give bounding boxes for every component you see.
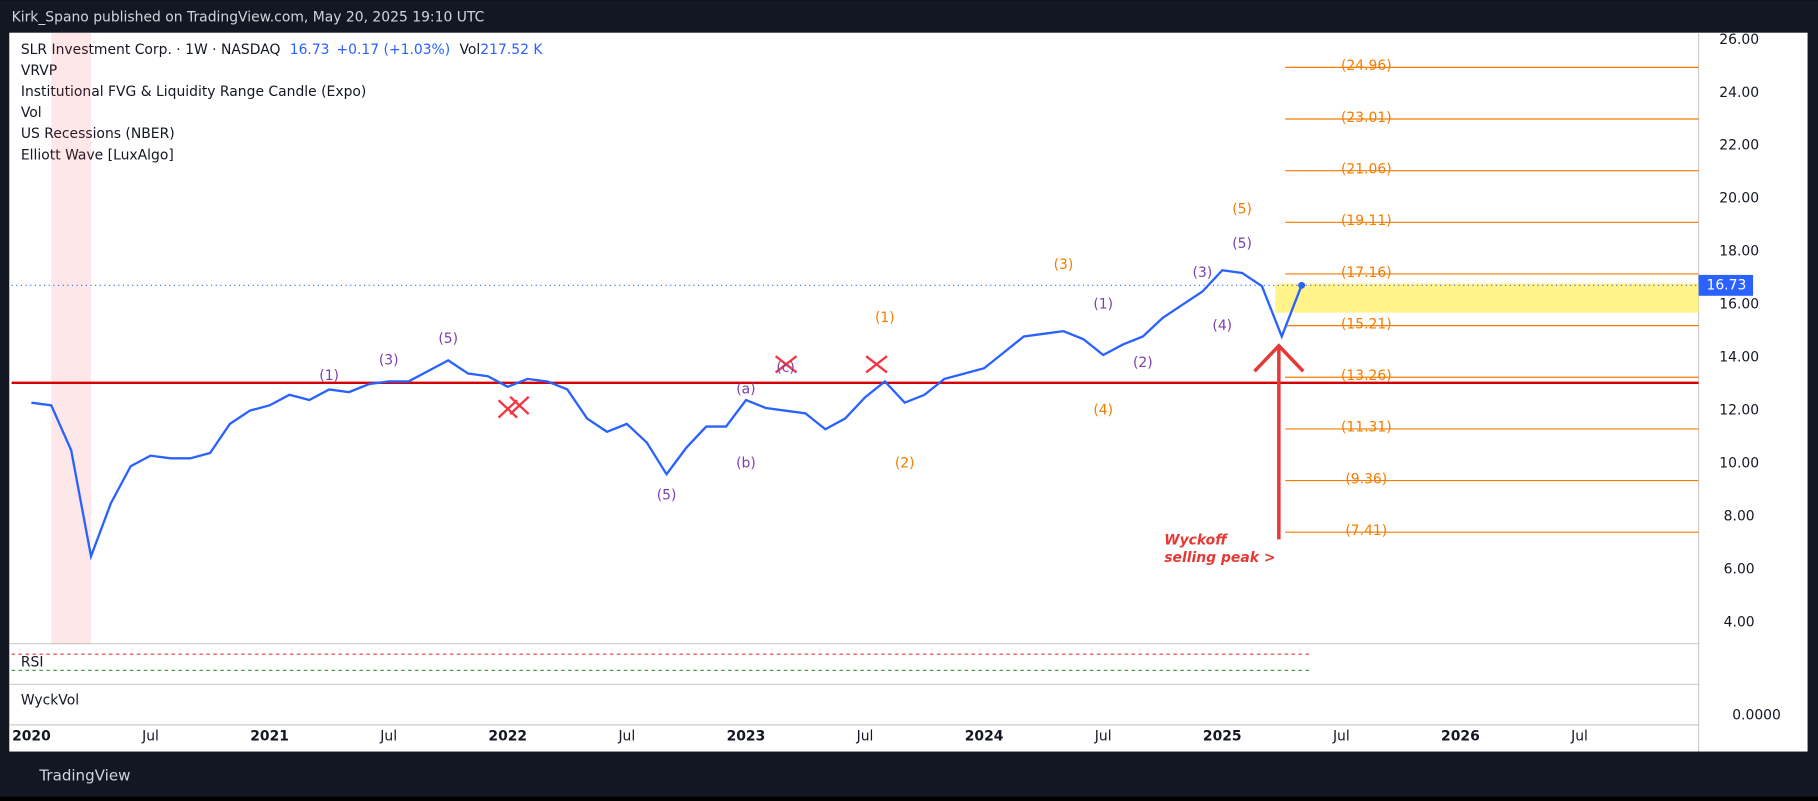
arrow: [1253, 343, 1305, 540]
x-tick-label: 2021: [250, 728, 289, 744]
callout-text: Wyckoff: [1164, 532, 1228, 548]
x-tick-label: 2025: [1203, 728, 1242, 744]
wave-label: (5): [657, 487, 677, 503]
vol-label: Vol: [459, 42, 480, 58]
y-tick-label: 16.00: [1719, 297, 1759, 313]
indicator-name: Elliott Wave [LuxAlgo]: [21, 147, 174, 163]
wave-label: (c): [776, 360, 795, 376]
symbol: SLR Investment Corp. · 1W · NASDAQ 16.73 +…: [21, 42, 544, 58]
callout-text: selling peak >: [1164, 550, 1275, 566]
x-mark: [774, 355, 888, 374]
x-tick-label: Jul: [1570, 728, 1588, 744]
y-tick-label: 4.00: [1724, 615, 1755, 631]
x-tick-label: Jul: [1332, 728, 1350, 744]
y-tick-label: 26.00: [1719, 32, 1759, 48]
x-tick-label: Jul: [379, 728, 397, 744]
price-line: [31, 269, 1303, 561]
rsi-label: RSI: [21, 654, 44, 670]
x-tick-label: 2022: [488, 728, 527, 744]
wave-label: (a): [736, 381, 755, 397]
fib-label: (24.96): [1341, 58, 1392, 74]
brand: TradingView: [38, 766, 130, 784]
x-tick-label: 2023: [727, 728, 766, 744]
chart-area: [9, 32, 1808, 752]
indicator-name: Vol: [21, 105, 42, 121]
x-tick-label: 2020: [12, 728, 51, 744]
x-mark: [497, 395, 530, 419]
wave-label: (1): [319, 368, 339, 384]
wyckvol-label: WyckVol: [21, 693, 79, 709]
price-badge: [1698, 274, 1754, 296]
wyckvol-tick: 0.0000: [1732, 708, 1781, 724]
fib-label: (13.26): [1341, 368, 1392, 384]
wave-label: (3): [1193, 265, 1213, 281]
x-tick-label: Jul: [1094, 728, 1112, 744]
y-tick-label: 22.00: [1719, 138, 1759, 154]
x-tick-label: Jul: [141, 728, 159, 744]
symbol-name: SLR Investment Corp. · 1W · NASDAQ: [21, 42, 281, 58]
y-tick-label: 20.00: [1719, 191, 1759, 207]
y-tick-label: 6.00: [1724, 562, 1755, 578]
wave-label: (3): [1054, 257, 1074, 273]
y-tick-label: 8.00: [1724, 509, 1755, 525]
fib-label: (11.31): [1341, 420, 1392, 436]
y-tick-label: 14.00: [1719, 350, 1759, 366]
price: 16.73: [290, 42, 330, 58]
indicator-name: VRVP: [21, 63, 57, 79]
header: SLR Investment Corp. · 1W · NASDAQ 16.73 +…: [21, 42, 544, 58]
wave-label: (4): [1212, 318, 1232, 334]
fib-label: (7.41): [1345, 523, 1387, 539]
fib-label: (17.16): [1341, 265, 1392, 281]
fib-label: (9.36): [1345, 471, 1387, 487]
wave-label: (2): [1133, 355, 1153, 371]
indicator-name: Institutional FVG & Liquidity Range Cand…: [21, 84, 366, 100]
x-tick-label: Jul: [856, 728, 874, 744]
publisher-line: Kirk_Spano published on TradingView.com,…: [12, 10, 485, 26]
recession-band: [51, 32, 91, 644]
fib-label: (21.06): [1341, 162, 1392, 178]
vol: 217.52 K: [480, 42, 543, 58]
wave-label: (5): [1232, 236, 1252, 252]
indicator-name: US Recessions (NBER): [21, 126, 175, 142]
wave-label: (3): [379, 352, 399, 368]
x-tick-label: 2026: [1441, 728, 1480, 744]
change: +0.17 (+1.03%): [336, 42, 450, 58]
y-tick-label: 18.00: [1719, 244, 1759, 260]
wave-label: (1): [875, 310, 895, 326]
wave-label: (1): [1093, 297, 1113, 313]
fvg-zone: [1275, 283, 1699, 313]
fib-label: (23.01): [1341, 110, 1392, 126]
y-tick-label: 10.00: [1719, 456, 1759, 472]
wave-label: (5): [438, 331, 458, 347]
x-tick-label: Jul: [617, 728, 635, 744]
x-tick-label: 2024: [965, 728, 1004, 744]
y-tick-label: 24.00: [1719, 85, 1759, 101]
wave-label: (4): [1093, 403, 1113, 419]
wave-label: (2): [895, 456, 915, 472]
price-badge-label: 16.73: [1706, 277, 1746, 293]
y-tick-label: 12.00: [1719, 403, 1759, 419]
fib-label: (15.21): [1341, 316, 1392, 332]
wave-label: (b): [736, 456, 756, 472]
wave-label: (5): [1232, 201, 1252, 217]
fib-label: (19.11): [1341, 213, 1392, 229]
x-marks: [497, 355, 888, 419]
